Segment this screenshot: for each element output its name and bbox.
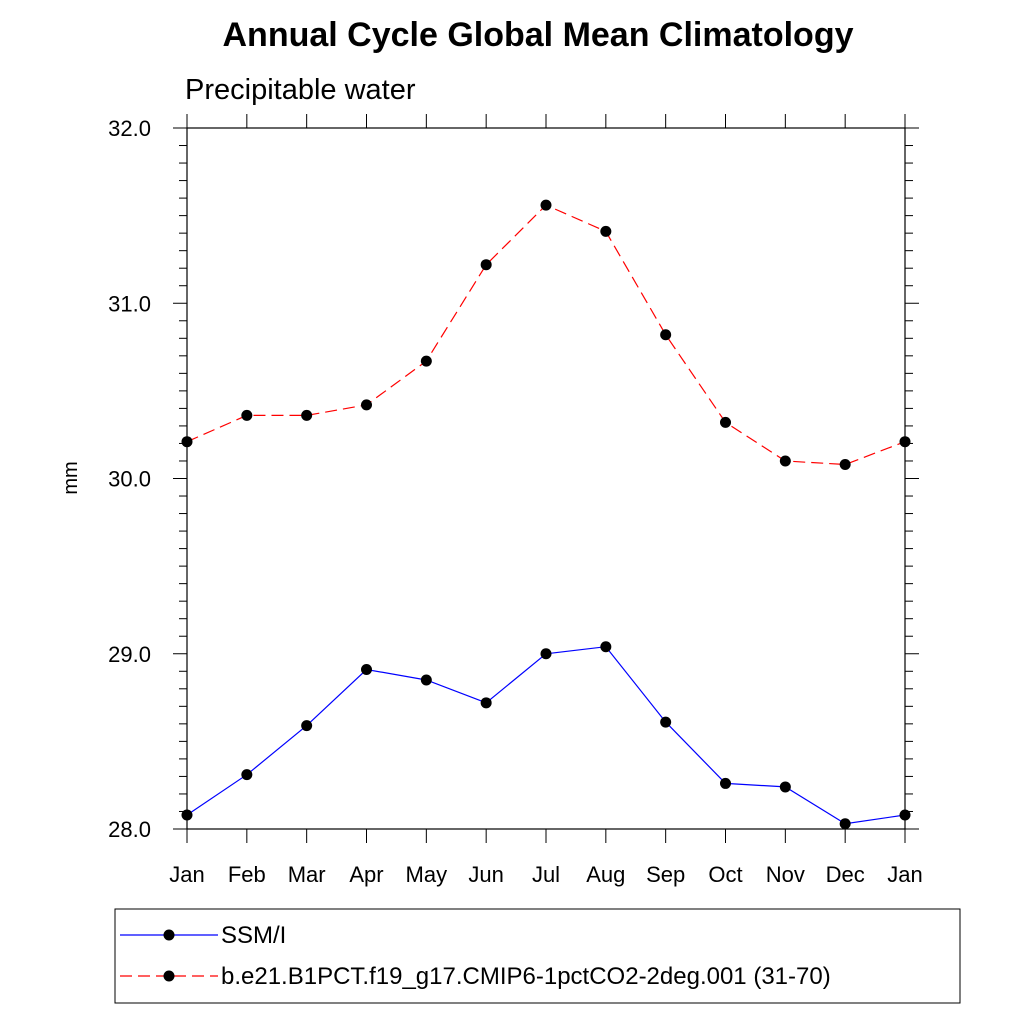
series-0-point [540, 648, 552, 660]
series-line-0 [186, 646, 906, 825]
series-1-point [839, 458, 851, 470]
series-1-point [241, 409, 253, 421]
x-tick-label: Apr [349, 862, 383, 887]
x-tick-label: Jan [169, 862, 204, 887]
chart-subtitle: Precipitable water [185, 74, 416, 106]
series-1-point [361, 399, 372, 411]
x-tick-label: Sep [646, 862, 685, 887]
y-tick-label: 32.0 [108, 116, 151, 141]
x-tick-label: Dec [826, 862, 865, 887]
series-0-point [720, 777, 731, 789]
x-tick-label: Jun [468, 862, 503, 887]
series-0-point [600, 641, 612, 653]
series-1-point [301, 409, 313, 421]
x-tick-label: Feb [228, 862, 266, 887]
x-tick-label: Jul [532, 862, 560, 887]
series-1-point [779, 455, 791, 467]
series-1-point [480, 259, 492, 271]
series-1-point [660, 329, 672, 341]
series-0-point [361, 664, 372, 676]
y-tick-label: 29.0 [108, 642, 151, 667]
y-tick-label: 31.0 [108, 291, 151, 316]
series-layer [181, 199, 911, 830]
legend-label-0: SSM/I [221, 922, 286, 949]
series-1-point [720, 416, 731, 428]
x-tick-label: Oct [708, 862, 742, 887]
legend-marker-0 [163, 929, 175, 941]
x-tick-label: Aug [586, 862, 625, 887]
series-1-point [420, 355, 432, 367]
x-tick-label: Jan [887, 862, 922, 887]
legend-marker-1 [163, 970, 175, 982]
x-tick-label: Nov [766, 862, 805, 887]
series-1-point [600, 225, 612, 237]
series-0-point [779, 781, 791, 793]
series-0-point [420, 674, 432, 686]
axis-ticks: 28.0 29.0 30.0 31.0 32.0 Jan Feb Mar Apr May Jun Ju… [108, 114, 923, 887]
series-0-point [301, 720, 313, 732]
y-axis-label: mm [60, 461, 82, 494]
chart-title: Annual Cycle Global Mean Climatology [223, 16, 854, 54]
legend: SSM/I b.e21.B1PCT.f19_g17.CMIP6-1pctCO2-2… [114, 908, 961, 1004]
series-0-point [480, 697, 492, 709]
x-tick-label: May [406, 862, 448, 887]
legend-label-1: b.e21.B1PCT.f19_g17.CMIP6-1pctCO2-2deg.0… [221, 963, 831, 990]
series-1-point [540, 199, 552, 211]
series-0-point [241, 769, 253, 781]
plot-frame [186, 127, 906, 830]
x-tick-label: Mar [288, 862, 326, 887]
y-tick-label: 30.0 [108, 467, 151, 492]
legend-box [114, 908, 961, 1004]
y-tick-label: 28.0 [108, 817, 151, 842]
series-0-point [839, 818, 851, 830]
series-line-1 [186, 204, 906, 466]
series-0-point [660, 716, 672, 728]
